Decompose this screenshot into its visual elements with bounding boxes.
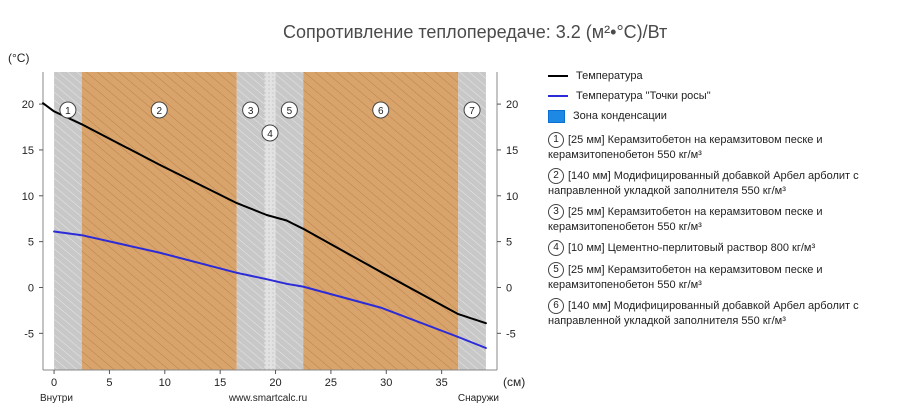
legend-label-condensation: Зона конденсации <box>573 110 667 122</box>
legend-layer-4: 4 [10 мм] Цементно-перлитовый раствор 800… <box>548 240 896 256</box>
legend-layer-text: [140 мм] Модифицированный добавкой Арбел… <box>548 299 859 327</box>
legend-swatch-temperature <box>548 75 568 77</box>
layer-marker-label-1: 1 <box>65 106 71 117</box>
layer-list: 1 [25 мм] Керамзитобетон на керамзитовом … <box>548 132 896 328</box>
legend-label-dewpoint: Температура "Точки росы" <box>576 90 711 102</box>
layer-marker-5 <box>280 101 298 119</box>
legend-label-temperature: Температура <box>576 70 643 82</box>
y-tick-label-right: -5 <box>506 328 516 340</box>
y-tick-label-left: 15 <box>22 145 34 157</box>
y-tick-label-right: 0 <box>506 282 512 294</box>
series-line-temperature <box>42 102 487 325</box>
x-axis-label: (см) <box>503 375 525 389</box>
x-label-outside: Снаружи <box>458 393 499 404</box>
x-tick-label: 5 <box>106 377 112 389</box>
y-tick-label-left: 10 <box>22 191 34 203</box>
x-tick-label: 15 <box>214 377 226 389</box>
layer-texture-7 <box>458 72 486 370</box>
y-tick-label-left: -5 <box>24 328 34 340</box>
layer-texture-6 <box>303 72 459 370</box>
layer-marker-3 <box>242 101 260 119</box>
legend-layer-num: 6 <box>548 298 564 314</box>
x-label-website: www.smartcalc.ru <box>228 393 307 404</box>
legend-layer-num: 5 <box>548 262 564 278</box>
legend-layer-num: 2 <box>548 168 564 184</box>
legend-item-condensation: Зона конденсации <box>548 106 896 126</box>
legend-layer-text: [25 мм] Керамзитобетон на керамзитовом п… <box>548 205 823 233</box>
legend-layer-num: 4 <box>548 240 564 256</box>
legend-layer-text: [25 мм] Керамзитобетон на керамзитовом п… <box>548 263 823 291</box>
x-tick-label: 30 <box>380 377 392 389</box>
layer-marker-label-3: 3 <box>248 106 254 117</box>
layer-marker-6 <box>372 101 390 119</box>
x-tick-label: 10 <box>159 377 171 389</box>
legend-layer-text: [10 мм] Цементно-перлитовый раствор 800 … <box>568 241 816 254</box>
legend-layer-num: 1 <box>548 132 564 148</box>
y-tick-label-left: 0 <box>28 282 34 294</box>
legend-layer-num: 3 <box>548 204 564 220</box>
layer-texture-2 <box>81 72 237 370</box>
legend-item-temperature: Температура <box>548 66 896 86</box>
y-axis-label: (°С) <box>8 51 29 65</box>
legend-layer-6: 6 [140 мм] Модифицированный добавкой Арбе… <box>548 298 896 328</box>
x-tick-label: 25 <box>325 377 337 389</box>
layer-marker-2 <box>150 101 168 119</box>
legend-layer-1: 1 [25 мм] Керамзитобетон на керамзитовом … <box>548 132 896 162</box>
layer-marker-label-4: 4 <box>267 129 273 140</box>
y-tick-label-left: 20 <box>22 99 34 111</box>
layer-texture-3 <box>236 72 265 370</box>
series-line-dewpoint <box>53 230 487 349</box>
y-tick-label-left: 5 <box>28 237 34 249</box>
legend-swatch-dewpoint <box>548 95 568 97</box>
chart-title: Сопротивление теплопередаче: 3.2 (м²•°С)… <box>283 22 668 42</box>
y-tick-label-right: 10 <box>506 191 518 203</box>
legend-item-dewpoint: Температура "Точки росы" <box>548 86 896 106</box>
legend-layer-text: [140 мм] Модифицированный добавкой Арбел… <box>548 169 859 197</box>
y-tick-label-right: 15 <box>506 145 518 157</box>
layer-marker-label-7: 7 <box>469 106 475 117</box>
x-tick-label: 35 <box>436 377 448 389</box>
layer-marker-label-5: 5 <box>287 106 293 117</box>
layer-marker-7 <box>463 101 481 119</box>
layer-marker-4 <box>261 124 279 142</box>
x-tick-label: 20 <box>269 377 281 389</box>
x-tick-label: 0 <box>51 377 57 389</box>
legend-swatch-condensation <box>548 109 565 123</box>
legend-layer-5: 5 [25 мм] Керамзитобетон на керамзитовом … <box>548 262 896 292</box>
legend-layer-text: [25 мм] Керамзитобетон на керамзитовом п… <box>548 133 823 161</box>
y-tick-label-right: 20 <box>506 99 518 111</box>
y-tick-label-right: 5 <box>506 237 512 249</box>
layer-texture-4 <box>264 72 276 370</box>
legend-layer-3: 3 [25 мм] Керамзитобетон на керамзитовом … <box>548 204 896 234</box>
layer-marker-label-6: 6 <box>378 106 384 117</box>
layer-marker-1 <box>59 101 77 119</box>
legend: Температура Температура "Точки росы" Зон… <box>548 66 896 328</box>
x-label-inside: Внутри <box>40 393 73 404</box>
legend-layer-2: 2 [140 мм] Модифицированный добавкой Арбе… <box>548 168 896 198</box>
layer-marker-label-2: 2 <box>156 106 162 117</box>
